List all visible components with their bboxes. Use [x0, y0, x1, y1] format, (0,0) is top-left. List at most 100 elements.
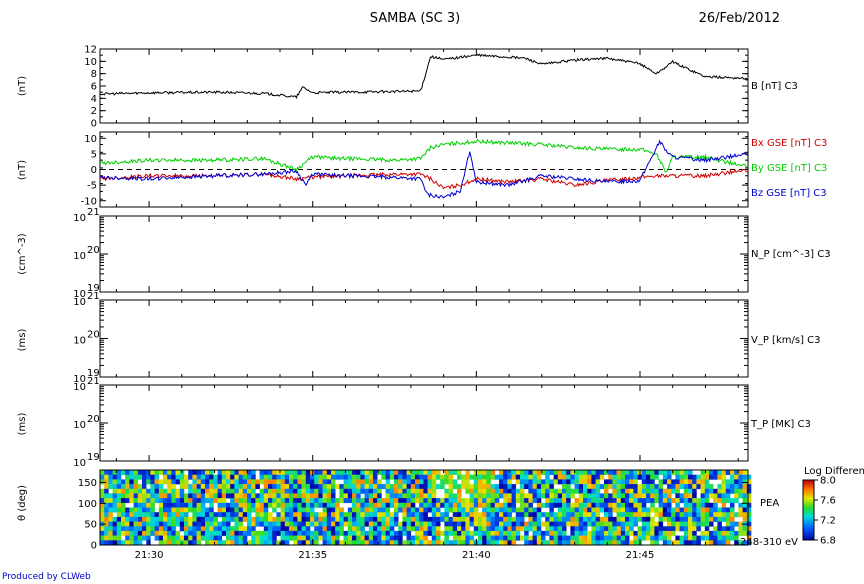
pea-cell — [482, 530, 487, 536]
pea-cell — [637, 507, 643, 513]
pea-cell — [259, 535, 265, 541]
pea-cell — [179, 502, 185, 508]
pea-cell — [511, 521, 517, 527]
pea-cell — [461, 516, 466, 522]
pea-cell — [734, 530, 739, 536]
pea-cell — [595, 512, 601, 518]
pea-cell — [238, 484, 244, 490]
pea-cell — [633, 521, 638, 527]
pea-cell — [440, 530, 445, 536]
pea-cell — [415, 540, 420, 546]
pea-cell — [566, 484, 571, 490]
pea-cell — [612, 540, 617, 546]
pea-cell — [364, 530, 370, 536]
pea-cell — [352, 507, 357, 513]
pea-cell — [394, 502, 399, 508]
pea-cell — [730, 488, 735, 494]
pea-cell — [478, 470, 483, 475]
pea-cell — [675, 470, 680, 475]
pea-cell — [595, 474, 601, 480]
pea-cell — [503, 535, 508, 541]
pea-cell — [444, 488, 449, 494]
pea-cell — [452, 521, 458, 527]
colorbar-swatch — [803, 494, 814, 496]
pea-cell — [637, 516, 643, 522]
pea-cell — [620, 540, 626, 546]
pea-cell — [713, 498, 718, 504]
pea-cell — [532, 530, 538, 536]
pea-cell — [137, 502, 143, 508]
pea-cell — [297, 512, 302, 518]
vp-ytick-label: 10 — [73, 336, 86, 347]
pea-cell — [171, 507, 176, 513]
pea-cell — [620, 493, 626, 499]
pea-cell — [364, 521, 370, 527]
pea-cell — [457, 516, 462, 522]
pea-cell — [133, 488, 139, 494]
pea-cell — [402, 474, 407, 480]
pea-cell — [431, 507, 437, 513]
pea-cell — [452, 526, 458, 532]
pea-cell — [587, 507, 592, 513]
vp-ylabel: (ms) — [17, 329, 28, 352]
pea-cell — [746, 526, 752, 532]
pea-cell — [263, 540, 269, 546]
pea-cell — [343, 488, 349, 494]
pea-cell — [402, 507, 407, 513]
pea-cell — [112, 516, 118, 522]
pea-cell — [545, 512, 550, 518]
pea-cell — [671, 470, 676, 475]
pea-cell — [310, 488, 315, 494]
pea-cell — [608, 540, 613, 546]
pea-cell — [184, 498, 189, 504]
pea-cell — [574, 484, 580, 490]
pea-cell — [205, 493, 210, 499]
pea-cell — [314, 502, 319, 508]
pea-cell — [448, 498, 454, 504]
pea-cell — [230, 474, 235, 480]
pea-cell — [549, 535, 554, 541]
pea-cell — [184, 535, 189, 541]
pea-cell — [179, 498, 185, 504]
pea-cell — [154, 521, 160, 527]
pea-cell — [583, 479, 588, 485]
pea-cell — [205, 512, 210, 518]
pea-cell — [536, 479, 542, 485]
pea-cell — [524, 507, 529, 513]
pea-cell — [373, 502, 378, 508]
pea-cell — [625, 535, 630, 541]
pea-cell — [234, 493, 239, 499]
pea-cell — [746, 498, 752, 504]
pea-cell — [347, 521, 353, 527]
pea-cell — [226, 512, 231, 518]
pea-cell — [121, 540, 126, 546]
pea-cell — [688, 535, 693, 541]
pea-cell — [331, 535, 336, 541]
pea-cell — [499, 488, 504, 494]
pea-cell — [591, 498, 596, 504]
pea-cell — [196, 507, 202, 513]
pea-cell — [738, 502, 743, 508]
vp-ytick-exponent: 20 — [87, 330, 100, 341]
pea-cell — [116, 498, 122, 504]
pea-cell — [734, 498, 739, 504]
pea-cell — [528, 521, 533, 527]
pea-cell — [230, 479, 235, 485]
pea-cell — [536, 516, 542, 522]
pea-cell — [591, 516, 596, 522]
pea-cell — [200, 507, 206, 513]
pea-cell — [574, 470, 580, 475]
pea-cell — [465, 540, 470, 546]
pea-cell — [289, 530, 294, 536]
pea-cell — [242, 502, 248, 508]
bxyz-ytick-label: -5 — [87, 181, 97, 192]
pea-cell — [142, 526, 147, 532]
pea-cell — [360, 516, 365, 522]
pea-cell — [520, 502, 525, 508]
pea-cell — [427, 502, 433, 508]
pea-cell — [423, 521, 428, 527]
pea-cell — [448, 516, 454, 522]
pea-cell — [373, 470, 378, 475]
pea-cell — [373, 512, 378, 518]
pea-ytick-label: 150 — [78, 478, 97, 489]
